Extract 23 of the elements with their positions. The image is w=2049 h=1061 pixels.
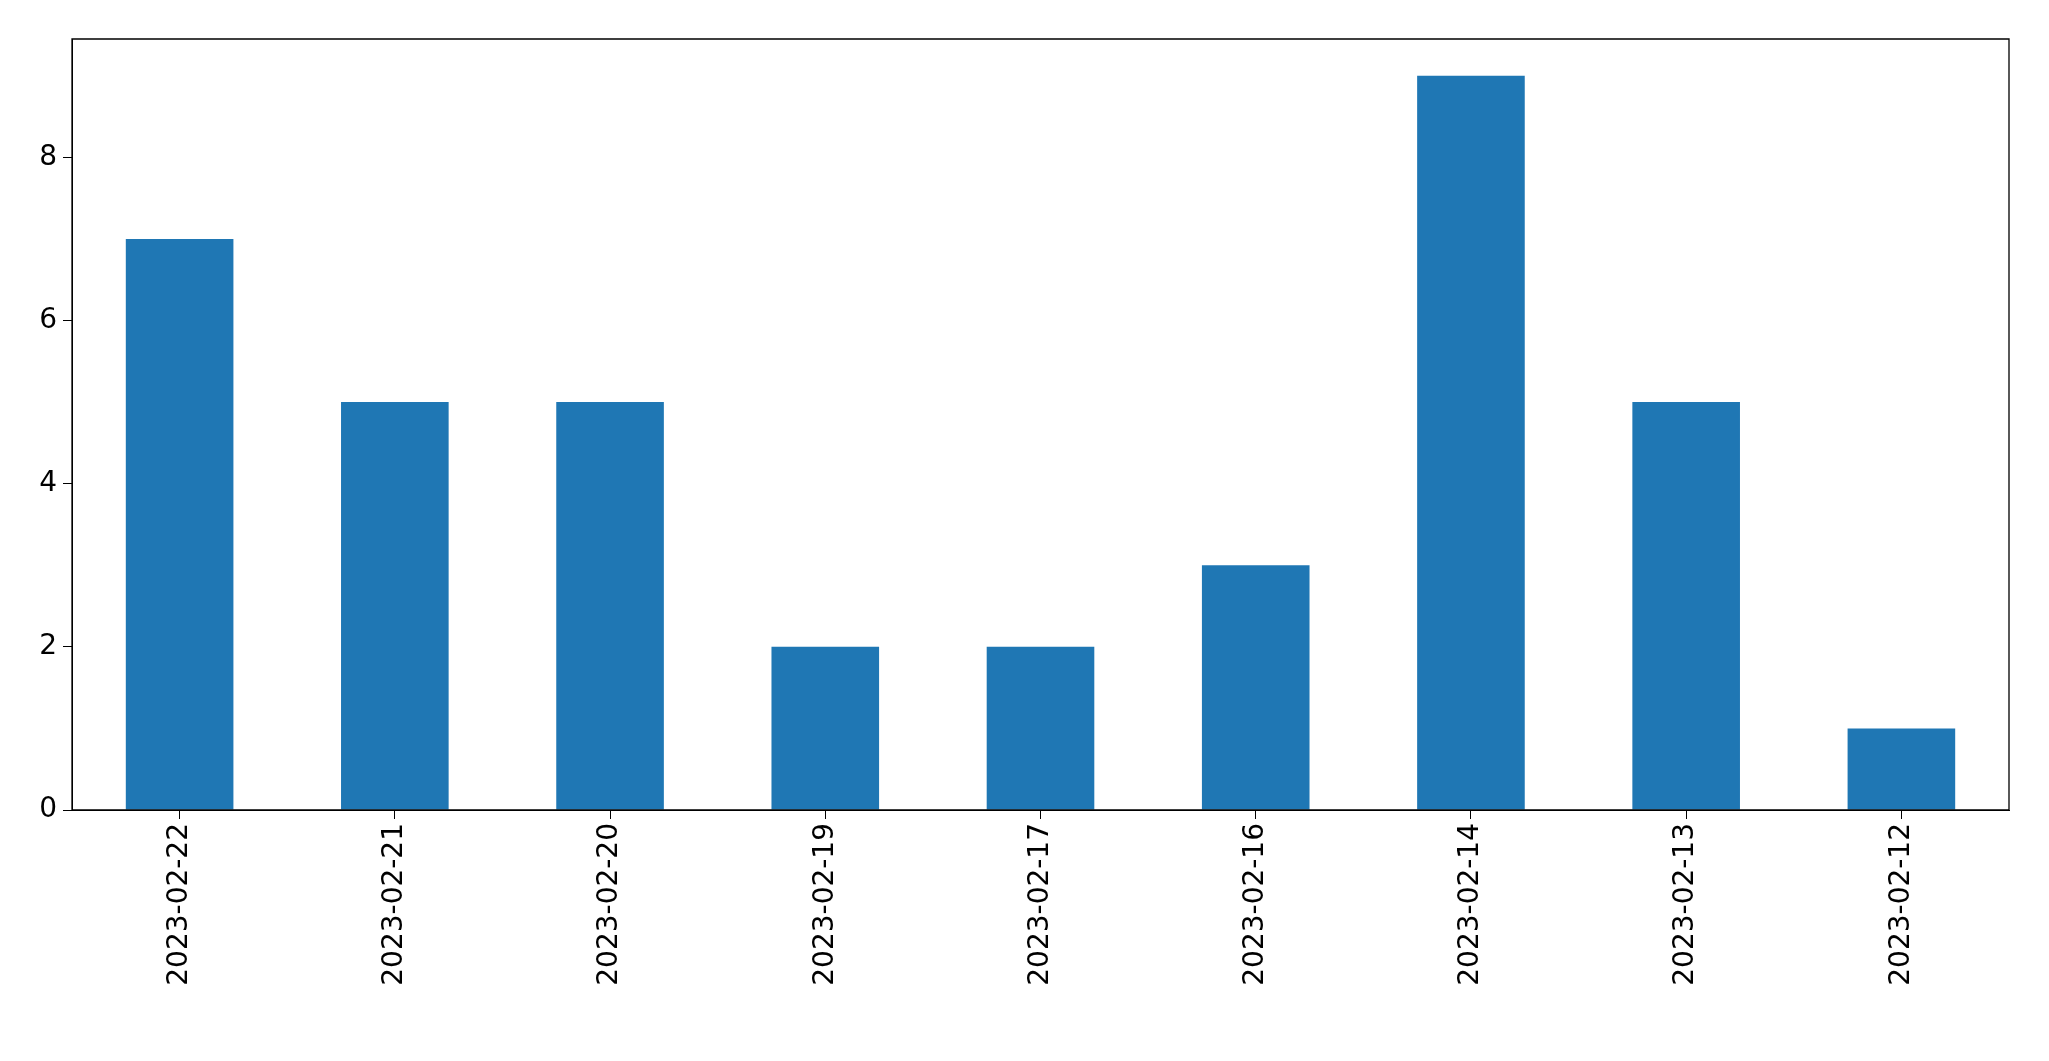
bar: [986, 646, 1095, 810]
bar: [1201, 565, 1310, 810]
y-tick-label: 6: [39, 301, 57, 335]
y-tick-label: 4: [39, 464, 57, 498]
x-tick-label: 2023-02-12: [1882, 823, 1916, 986]
y-tick-label: 2: [39, 628, 57, 662]
bar: [1847, 728, 1956, 810]
x-tick-label: 2023-02-19: [806, 823, 840, 986]
x-tick-label: 2023-02-13: [1667, 823, 1701, 986]
bar: [1417, 75, 1525, 810]
bar: [556, 402, 664, 810]
bar: [125, 238, 234, 810]
y-tick-label: 0: [39, 791, 57, 825]
x-tick-label: 2023-02-22: [160, 823, 194, 986]
bar: [1632, 402, 1740, 810]
x-tick-label: 2023-02-17: [1021, 823, 1055, 986]
bar: [771, 646, 880, 810]
y-tick-label: 8: [39, 138, 57, 172]
x-tick-label: 2023-02-20: [591, 823, 625, 986]
x-tick-label: 2023-02-14: [1452, 823, 1486, 986]
bar: [341, 402, 449, 810]
x-tick-label: 2023-02-16: [1237, 823, 1270, 986]
x-tick-label: 2023-02-21: [376, 823, 410, 986]
